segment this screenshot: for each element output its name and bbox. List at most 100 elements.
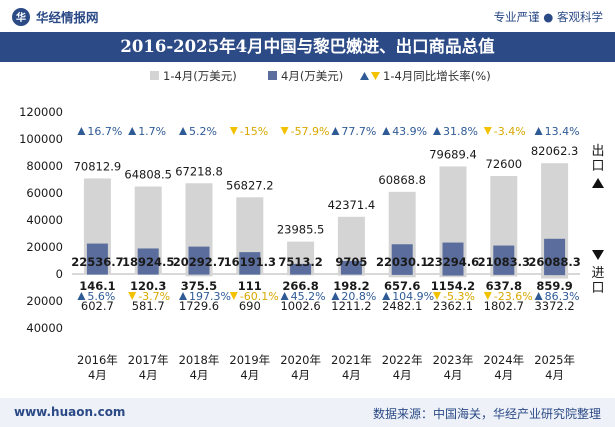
import-month-label: 859.9 — [536, 279, 572, 293]
import-month-bar — [290, 274, 312, 275]
export-growth-label: 16.7% — [87, 125, 122, 138]
export-arrow-icon — [592, 178, 604, 188]
export-month-bar — [544, 238, 566, 274]
import-side-label: 进口 — [591, 266, 604, 296]
x-tick-label: 2022年 4月 — [382, 353, 423, 382]
data-source: 数据来源：中国海关，华经产业研究院整理 — [372, 407, 601, 421]
export-growth-down-icon — [483, 127, 492, 135]
export-growth-label: 1.7% — [138, 125, 166, 138]
export-month-label: 9705 — [335, 255, 367, 269]
import-month-bar — [86, 274, 108, 275]
y-tick-label: 40000 — [26, 213, 63, 227]
import-month-bar — [188, 274, 210, 275]
import-cum-bar — [541, 274, 569, 279]
y-tick-label: 20000 — [26, 240, 63, 254]
legend-month-label: 4月(万美元) — [281, 69, 343, 83]
import-cum-bar — [388, 274, 416, 278]
export-cum-label: 60868.8 — [378, 173, 426, 187]
import-cum-label: 2482.1 — [382, 299, 422, 313]
export-month-label: 7513.2 — [278, 255, 322, 269]
brand: 华 华经情报网 — [12, 7, 99, 26]
import-arrow-icon — [592, 250, 604, 260]
chart-area: 1-4月(万美元) 4月(万美元) 1-4月同比增长率(%) 120000 100000… — [19, 69, 604, 382]
export-month-label: 26088.3 — [528, 255, 580, 269]
import-month-bar — [544, 274, 566, 276]
import-month-label: 198.2 — [333, 279, 369, 293]
export-cum-label: 72600 — [486, 157, 523, 171]
import-growth-label: -5.3% — [443, 290, 475, 303]
export-month-bar — [340, 260, 362, 274]
x-tick-label: 2017年 4月 — [128, 353, 169, 382]
import-growth-label: -60.1% — [240, 290, 279, 303]
import-cum-label: 690 — [239, 299, 261, 313]
import-growth-up-icon — [382, 292, 391, 300]
import-growth-label: 197.3% — [189, 290, 231, 303]
y-tick-label: 100000 — [19, 132, 63, 146]
import-cum-bar — [337, 274, 365, 276]
export-growth-up-icon — [179, 127, 187, 135]
y-tick-label: 40000 — [26, 321, 63, 335]
import-cum-label: 1802.7 — [484, 299, 524, 313]
export-growth-down-icon — [229, 127, 238, 135]
import-cum-bar — [287, 274, 315, 276]
legend-cum-swatch — [150, 71, 159, 80]
import-cum-label: 1002.6 — [280, 299, 320, 313]
import-month-label: 375.5 — [181, 279, 217, 293]
legend-down-triangle-icon — [371, 72, 380, 80]
import-month-label: 657.6 — [384, 279, 420, 293]
legend-growth-label: 1-4月同比增长率(%) — [383, 69, 491, 83]
export-growth-up-icon — [128, 127, 137, 135]
export-month-bar — [493, 245, 515, 274]
import-growth-up-icon — [179, 292, 187, 300]
x-tick-label: 2021年 4月 — [331, 353, 372, 382]
import-growth-up-icon — [77, 292, 86, 300]
brand-logo-icon: 华 — [12, 7, 30, 26]
export-month-label: 22536.7 — [71, 255, 123, 269]
export-cum-label: 70812.9 — [74, 159, 122, 173]
import-month-label: 1154.2 — [431, 279, 475, 293]
export-month-label: 20292.7 — [173, 255, 225, 269]
export-cum-label: 23985.5 — [277, 223, 325, 237]
export-growth-down-icon — [280, 127, 289, 135]
import-cum-label: 3372.2 — [534, 299, 574, 313]
import-cum-bar — [490, 274, 518, 277]
import-growth-label: 86.3% — [545, 290, 580, 303]
export-growth-label: 31.8% — [443, 125, 478, 138]
import-cum-bar — [439, 274, 467, 278]
export-growth-up-icon — [534, 127, 543, 135]
export-growth-label: 77.7% — [341, 125, 376, 138]
export-cum-label: 64808.5 — [124, 168, 172, 182]
import-growth-label: 5.6% — [87, 290, 115, 303]
import-growth-label: -3.7% — [138, 290, 170, 303]
export-month-label: 21083.3 — [478, 255, 530, 269]
import-cum-label: 2362.1 — [433, 299, 473, 313]
top-bar: 华 华经情报网 专业严谨 ● 客观科学 — [0, 0, 615, 32]
export-month-bar — [239, 252, 261, 274]
export-month-bar — [137, 248, 159, 274]
import-cum-label: 602.7 — [81, 299, 114, 313]
import-cum-bar — [185, 274, 213, 277]
legend-up-triangle-icon — [360, 72, 369, 80]
export-growth-label: -15% — [240, 125, 268, 138]
import-growth-down-icon — [433, 292, 441, 300]
import-month-label: 120.3 — [130, 279, 166, 293]
x-tick-label: 2025年 4月 — [534, 353, 575, 382]
import-growth-label: -23.6% — [494, 290, 533, 303]
export-month-bar — [391, 244, 413, 274]
import-cum-label: 1211.2 — [331, 299, 371, 313]
y-tick-label: 0 — [56, 267, 63, 281]
export-growth-up-icon — [433, 127, 441, 135]
export-month-label: 16191.3 — [224, 255, 276, 269]
export-growth-label: -3.4% — [494, 125, 526, 138]
x-tick-label: 2016年 4月 — [77, 353, 118, 382]
import-growth-label: 20.8% — [341, 290, 376, 303]
import-growth-down-icon — [128, 292, 137, 300]
footer-bar — [0, 398, 615, 427]
x-tick-label: 2020年 4月 — [280, 353, 321, 382]
export-month-label: 22030.1 — [376, 255, 428, 269]
x-tick-label: 2018年 4月 — [179, 353, 220, 382]
y-tick-label: 20000 — [26, 294, 63, 308]
brand-tags: 专业严谨 ● 客观科学 — [493, 10, 603, 24]
export-growth-label: 43.9% — [392, 125, 427, 138]
